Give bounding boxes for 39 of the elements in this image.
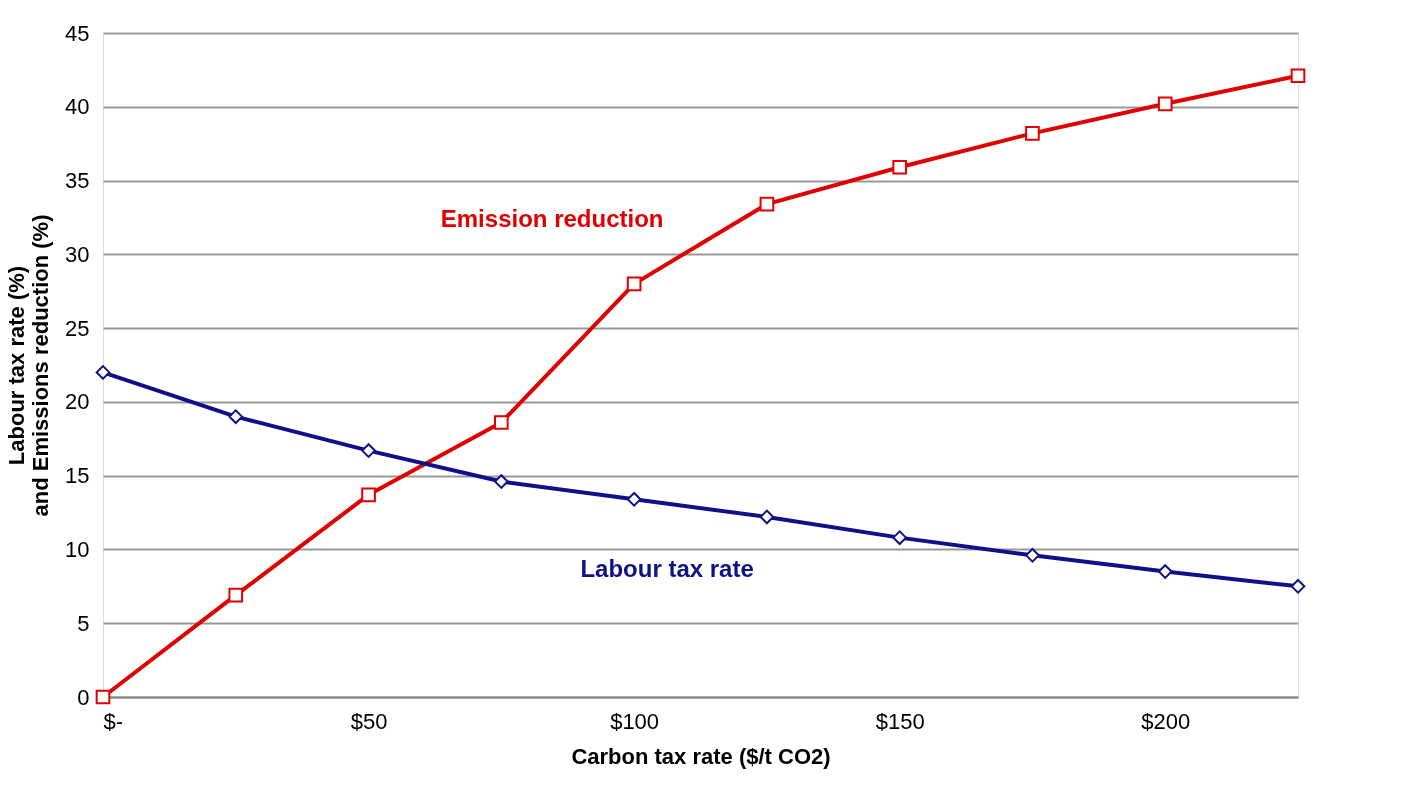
point (95, 365, 111, 380)
point (1157, 96, 1173, 112)
x-tick-label: $50 (350, 708, 388, 734)
x-axis-title: Carbon tax rate ($/t CO2) (571, 743, 831, 769)
x-tick-label: $200 (1141, 708, 1191, 734)
point (228, 409, 244, 424)
point (759, 509, 775, 525)
y-axis-title: Labour tax rate (%) and Emissions reduction (%) (4, 214, 54, 517)
point (1290, 579, 1306, 594)
y-tick-label: 15 (65, 463, 90, 489)
point (1290, 68, 1306, 84)
x-tick-label: $100 (610, 708, 660, 734)
point (626, 491, 642, 507)
y-tick-label: 10 (65, 536, 90, 562)
y-tick-label: 25 (65, 315, 90, 341)
point (1157, 564, 1173, 579)
point (361, 443, 376, 458)
y-tick-label: 0 (77, 684, 90, 710)
point (626, 276, 642, 292)
point (494, 474, 509, 489)
point (1025, 548, 1040, 563)
x-tick-label: $150 (875, 708, 925, 734)
point (228, 587, 244, 603)
point (1025, 126, 1040, 141)
series-label: Labour tax rate (580, 555, 754, 583)
point (892, 159, 907, 175)
y-tick-label: 35 (65, 168, 90, 194)
y-tick-label: 40 (65, 94, 90, 120)
x-tick-label: $- (103, 708, 124, 734)
point (494, 415, 509, 430)
y-tick-label: 5 (77, 610, 90, 636)
point (759, 196, 775, 212)
point (892, 530, 907, 545)
point (361, 487, 376, 503)
y-tick-label: 30 (65, 241, 90, 267)
y-tick-label: 20 (65, 389, 90, 415)
point (95, 689, 111, 705)
series-label: Emission reduction (440, 204, 664, 232)
y-tick-label: 45 (65, 20, 90, 46)
